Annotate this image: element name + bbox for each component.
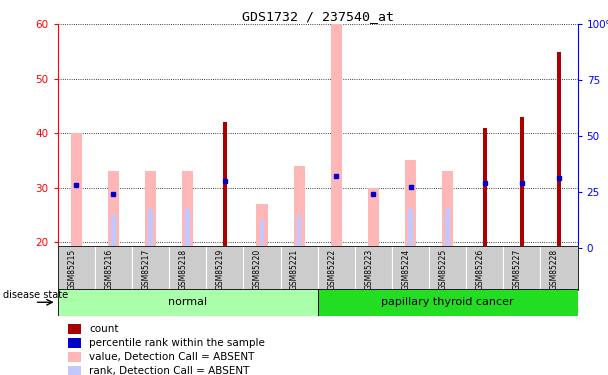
Text: GSM85228: GSM85228 xyxy=(550,249,559,290)
Bar xyxy=(71,133,82,248)
Bar xyxy=(95,246,132,290)
Bar xyxy=(257,204,268,248)
Bar xyxy=(409,209,413,248)
Text: GSM85223: GSM85223 xyxy=(364,249,373,290)
Text: value, Detection Call = ABSENT: value, Detection Call = ABSENT xyxy=(89,352,254,362)
Bar xyxy=(541,246,578,290)
Text: disease state: disease state xyxy=(3,290,68,300)
Bar xyxy=(446,209,450,248)
Text: GSM85227: GSM85227 xyxy=(513,249,522,290)
Bar xyxy=(355,246,392,290)
Bar xyxy=(260,220,264,248)
Text: GSM85218: GSM85218 xyxy=(179,249,188,290)
Bar xyxy=(68,366,81,375)
Text: GSM85219: GSM85219 xyxy=(216,249,225,290)
Bar xyxy=(223,122,227,248)
Bar xyxy=(132,246,169,290)
Bar xyxy=(466,246,503,290)
Bar xyxy=(520,117,524,248)
Bar xyxy=(392,246,429,290)
Text: GSM85226: GSM85226 xyxy=(476,249,485,290)
Bar xyxy=(108,171,119,248)
Bar xyxy=(58,289,317,316)
Text: normal: normal xyxy=(168,297,207,307)
Bar xyxy=(317,246,355,290)
Bar xyxy=(145,171,156,248)
Text: GSM85216: GSM85216 xyxy=(105,249,114,290)
Bar xyxy=(243,246,280,290)
Text: GSM85222: GSM85222 xyxy=(327,249,336,290)
Bar xyxy=(206,246,243,290)
Bar xyxy=(317,289,578,316)
Bar xyxy=(405,160,416,248)
Bar xyxy=(297,215,302,248)
Bar xyxy=(182,171,193,248)
Text: percentile rank within the sample: percentile rank within the sample xyxy=(89,338,265,348)
Bar xyxy=(557,52,561,248)
Bar xyxy=(503,246,541,290)
Bar xyxy=(429,246,466,290)
Text: GSM85224: GSM85224 xyxy=(401,249,410,290)
Bar xyxy=(483,128,487,248)
Text: GSM85220: GSM85220 xyxy=(253,249,262,290)
Bar xyxy=(185,209,190,248)
Text: GSM85217: GSM85217 xyxy=(142,249,151,290)
Bar xyxy=(294,166,305,248)
Text: rank, Detection Call = ABSENT: rank, Detection Call = ABSENT xyxy=(89,366,249,375)
Bar xyxy=(368,188,379,248)
Text: count: count xyxy=(89,324,119,334)
Bar xyxy=(68,352,81,362)
Text: GSM85225: GSM85225 xyxy=(438,249,447,290)
Bar xyxy=(331,24,342,248)
Text: GSM85215: GSM85215 xyxy=(67,249,77,290)
Bar xyxy=(111,215,116,248)
Text: GSM85221: GSM85221 xyxy=(290,249,299,290)
Bar xyxy=(442,171,453,248)
Bar xyxy=(280,246,317,290)
Text: papillary thyroid cancer: papillary thyroid cancer xyxy=(381,297,514,307)
Title: GDS1732 / 237540_at: GDS1732 / 237540_at xyxy=(241,10,394,23)
Bar xyxy=(68,324,81,334)
Bar xyxy=(68,338,81,348)
Bar xyxy=(58,246,95,290)
Bar xyxy=(148,209,153,248)
Bar xyxy=(169,246,206,290)
